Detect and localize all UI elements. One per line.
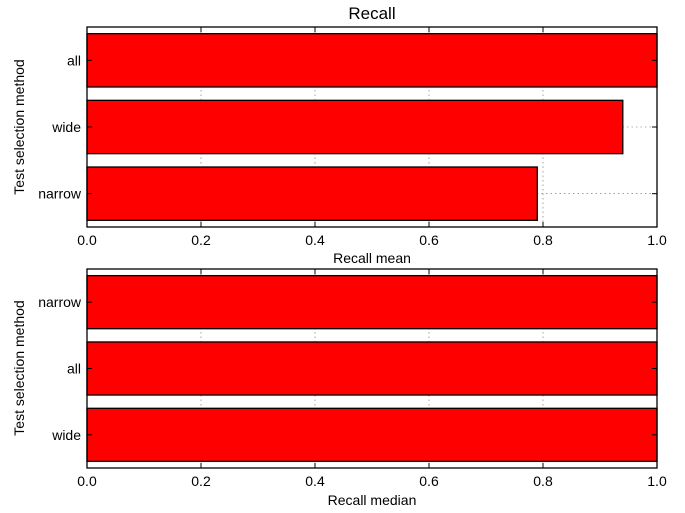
y-axis-label: Test selection method <box>11 59 27 194</box>
bar-all <box>86 341 658 396</box>
x-tick-label: 0.2 <box>191 473 211 489</box>
x-tick-label: 0.6 <box>419 232 439 248</box>
x-tick-label: 0.0 <box>77 473 97 489</box>
y-axis-label: Test selection method <box>11 300 27 435</box>
x-tick-label: 1.0 <box>647 473 667 489</box>
bar-all <box>86 33 658 88</box>
y-tick-label-all: all <box>67 361 81 377</box>
plot-area <box>86 269 658 468</box>
bar-narrow <box>86 166 538 221</box>
x-tick-label: 0.8 <box>533 473 553 489</box>
x-tick-label: 0.4 <box>305 473 325 489</box>
x-tick-label: 0.6 <box>419 473 439 489</box>
x-tick-label: 1.0 <box>647 232 667 248</box>
y-tick-label-wide: wide <box>51 119 81 135</box>
y-tick-label-all: all <box>67 52 81 68</box>
x-tick-label: 0.2 <box>191 232 211 248</box>
x-tick-label: 0.8 <box>533 232 553 248</box>
x-axis-label: Recall median <box>328 492 417 508</box>
bar-wide <box>86 407 658 463</box>
y-tick-label-wide: wide <box>51 427 81 443</box>
chart-panel-mean: Recall Recall mean Test selection method… <box>11 4 667 266</box>
chart-title: Recall <box>348 4 395 23</box>
plot-area <box>86 27 658 227</box>
y-tick-label-narrow: narrow <box>38 294 82 310</box>
x-tick-label: 0.0 <box>77 232 97 248</box>
bar-wide <box>86 99 624 155</box>
x-axis-label: Recall mean <box>333 250 411 266</box>
chart-panel-median: Recall median Test selection method 0.0 0… <box>11 268 667 508</box>
y-tick-label-narrow: narrow <box>38 186 82 202</box>
x-tick-label: 0.4 <box>305 232 325 248</box>
bar-narrow <box>86 274 658 330</box>
